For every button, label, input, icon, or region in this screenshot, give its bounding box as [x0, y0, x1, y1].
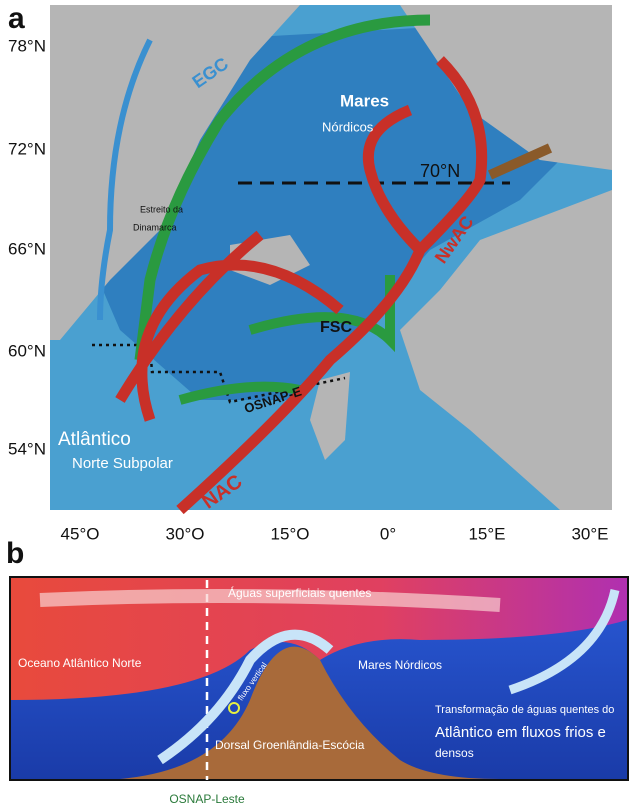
- annotation: Mares: [340, 91, 389, 110]
- map: [50, 5, 612, 515]
- annotation: OSNAP-Leste: [169, 792, 245, 806]
- lat-label: 54°N: [8, 439, 46, 458]
- shape: [310, 372, 350, 460]
- annotation: Nórdicos: [322, 119, 374, 134]
- lat-label: 60°N: [8, 341, 46, 360]
- shape: 45°O 30°O 15°O 0° 15°E 30°E: [61, 524, 609, 543]
- shape: [134, 14, 431, 361]
- annotation: Transformação de águas quentes do: [435, 704, 614, 716]
- lon-label: 45°O: [61, 524, 100, 543]
- shape: 78°N 72°N 66°N 60°N 54°N: [8, 36, 46, 458]
- shape: [178, 275, 395, 405]
- shape: [97, 38, 153, 321]
- lon-label: 15°E: [468, 524, 505, 543]
- annotation: Atlântico: [58, 429, 131, 450]
- shape: [508, 589, 620, 695]
- shape: [115, 56, 488, 515]
- annotation: Oceano Atlântico Norte: [18, 656, 142, 670]
- lon-label: 30°E: [571, 524, 608, 543]
- annotation: densos: [435, 746, 474, 760]
- schematic: [9, 576, 629, 781]
- lat-label: 66°N: [8, 239, 46, 258]
- shape: [228, 702, 240, 714]
- lon-label: 0°: [380, 524, 396, 543]
- panel-label: a: [8, 2, 25, 35]
- shape: [50, 5, 300, 340]
- annotation: Norte Subpolar: [72, 455, 173, 472]
- annotation: Atlântico em fluxos frios e: [435, 724, 606, 741]
- annotation: Dinamarca: [133, 222, 177, 232]
- annotation: FSC: [320, 319, 352, 336]
- annotation: Mares Nórdicos: [358, 658, 442, 672]
- shape: [157, 629, 334, 765]
- lon-label: 15°O: [271, 524, 310, 543]
- panel-label: b: [6, 537, 24, 570]
- shape: [400, 5, 612, 170]
- annotation: Dorsal Groenlândia-Escócia: [215, 738, 365, 752]
- shape: [39, 589, 501, 612]
- annotation: Águas superficiais quentes: [228, 585, 371, 600]
- shape: [487, 143, 553, 180]
- shape: [120, 646, 500, 779]
- annotation: Estreito da: [140, 204, 183, 214]
- shape: [400, 190, 612, 510]
- lat-label: 72°N: [8, 139, 46, 158]
- lon-label: 30°O: [166, 524, 205, 543]
- lat-label: 78°N: [8, 36, 46, 55]
- annotation: 70°N: [420, 161, 460, 181]
- shape: [92, 343, 346, 404]
